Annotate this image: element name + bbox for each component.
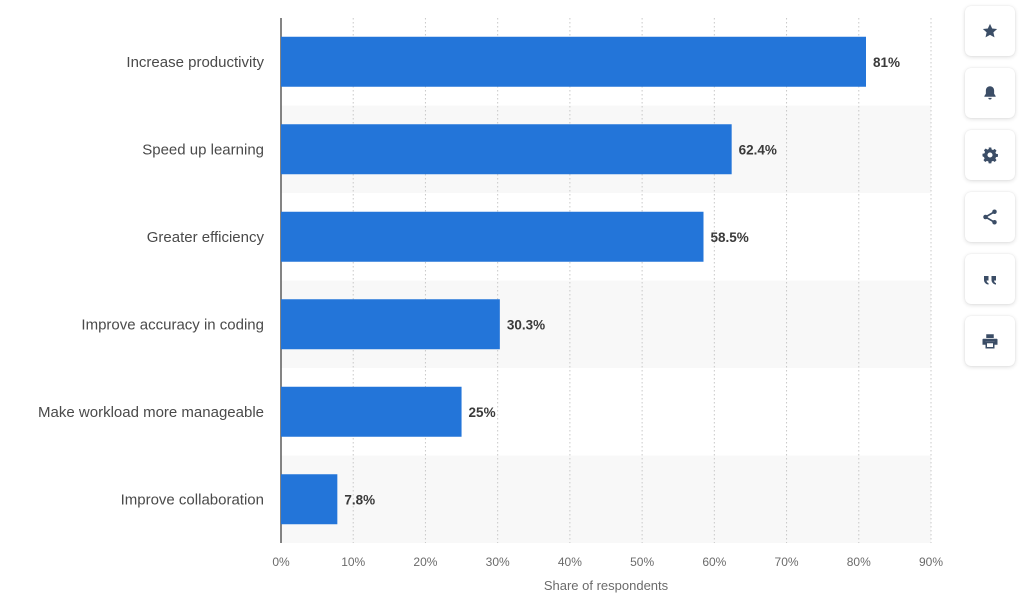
bar-chart: Increase productivity Speed up learning Gr… [38, 18, 943, 593]
x-tick-label: 10% [341, 555, 365, 569]
notification-button[interactable] [965, 68, 1015, 118]
category-label: Improve collaboration [121, 491, 264, 508]
print-icon [982, 334, 998, 349]
category-labels: Increase productivity Speed up learning Gr… [38, 54, 264, 509]
row-background [281, 455, 931, 543]
print-button[interactable] [965, 316, 1015, 366]
share-icon [983, 209, 997, 225]
bar [281, 386, 462, 437]
category-label: Greater efficiency [147, 229, 265, 246]
category-label: Increase productivity [126, 54, 264, 71]
x-tick-label: 30% [486, 555, 510, 569]
value-label: 81% [873, 55, 900, 70]
x-tick-labels: 0% 10% 20% 30% 40% 50% 60% 70% 80% 90% [272, 555, 943, 569]
x-tick-label: 50% [630, 555, 654, 569]
x-tick-label: 20% [413, 555, 437, 569]
gear-icon [982, 147, 998, 164]
value-label: 25% [469, 405, 496, 420]
bars [281, 36, 866, 525]
value-label: 62.4% [739, 142, 777, 157]
x-axis-title: Share of respondents [544, 578, 669, 593]
x-tick-label: 40% [558, 555, 582, 569]
star-icon [982, 23, 998, 38]
row-backgrounds [281, 105, 931, 543]
cite-button[interactable] [965, 254, 1015, 304]
favorite-button[interactable] [965, 6, 1015, 56]
side-toolbar [965, 6, 1015, 366]
gridlines [352, 18, 932, 543]
bar [281, 474, 338, 525]
x-tick-label: 90% [919, 555, 943, 569]
bar [281, 211, 704, 262]
x-tick-label: 60% [702, 555, 726, 569]
share-button[interactable] [965, 192, 1015, 242]
quote-icon [984, 276, 996, 285]
settings-button[interactable] [965, 130, 1015, 180]
bar [281, 36, 866, 87]
bar [281, 299, 500, 350]
bar [281, 124, 732, 175]
value-label: 30.3% [507, 317, 545, 332]
x-tick-label: 80% [847, 555, 871, 569]
x-tick-label: 0% [272, 555, 290, 569]
category-label: Improve accuracy in coding [81, 316, 264, 333]
category-label: Make workload more manageable [38, 404, 264, 421]
value-labels: 81% 62.4% 58.5% 30.3% 25% 7.8% [344, 55, 900, 508]
value-label: 58.5% [711, 230, 749, 245]
value-label: 7.8% [344, 492, 375, 507]
x-tick-label: 70% [775, 555, 799, 569]
bell-icon [984, 86, 996, 100]
category-label: Speed up learning [142, 141, 264, 158]
